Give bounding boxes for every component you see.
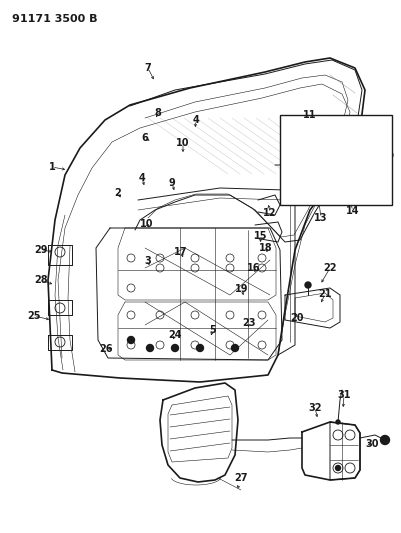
Circle shape	[335, 420, 339, 424]
Text: 12: 12	[263, 208, 276, 218]
Circle shape	[304, 282, 310, 288]
Text: 27: 27	[234, 473, 247, 483]
Text: 17: 17	[174, 247, 187, 257]
Text: 20: 20	[290, 313, 303, 323]
Text: 10: 10	[140, 219, 153, 229]
Text: 5: 5	[209, 325, 216, 335]
Text: 6: 6	[141, 133, 148, 143]
Text: 3: 3	[144, 256, 151, 266]
Bar	[279, 115, 391, 205]
Text: 28: 28	[34, 275, 48, 285]
Text: 91171 3500 B: 91171 3500 B	[12, 14, 97, 24]
Circle shape	[196, 344, 203, 351]
Text: 11: 11	[302, 110, 316, 120]
Text: 24: 24	[168, 330, 181, 340]
Text: 9: 9	[168, 178, 175, 188]
Text: 31: 31	[336, 390, 350, 400]
Text: 16: 16	[247, 263, 260, 273]
Circle shape	[231, 344, 238, 351]
Text: 19: 19	[235, 284, 248, 294]
Text: 23: 23	[242, 318, 255, 328]
Text: 4: 4	[192, 115, 199, 125]
Circle shape	[171, 344, 178, 351]
Text: 10: 10	[176, 138, 189, 148]
Text: 18: 18	[259, 243, 272, 253]
Text: 4: 4	[138, 173, 145, 183]
Text: 25: 25	[27, 311, 41, 321]
Text: 7: 7	[144, 63, 151, 73]
Circle shape	[308, 149, 320, 161]
Circle shape	[380, 435, 389, 445]
Circle shape	[127, 336, 134, 343]
Text: 30: 30	[365, 439, 378, 449]
Text: 29: 29	[34, 245, 48, 255]
Text: 2: 2	[114, 188, 121, 198]
Text: 13: 13	[314, 213, 327, 223]
Text: 26: 26	[99, 344, 112, 354]
Circle shape	[335, 465, 340, 471]
Text: 32: 32	[308, 403, 321, 413]
Text: 15: 15	[253, 231, 267, 241]
Text: 14: 14	[345, 206, 359, 216]
Text: 8: 8	[154, 108, 161, 118]
Text: 1: 1	[49, 162, 55, 172]
Text: 22: 22	[322, 263, 336, 273]
Circle shape	[146, 344, 153, 351]
Text: 21: 21	[318, 289, 331, 299]
